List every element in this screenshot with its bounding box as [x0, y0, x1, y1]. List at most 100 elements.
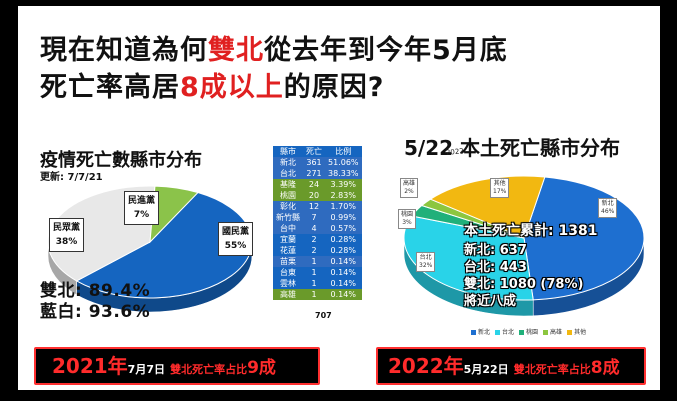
- pie1-label-tpp-value: 38%: [55, 237, 78, 247]
- annotation-total: 本土死亡累計: 1381: [464, 223, 598, 239]
- table-row: 高雄 1 0.14%: [273, 289, 362, 300]
- legend-swatch: [567, 330, 573, 335]
- stat-shuangbei: 雙北: 89.4%: [40, 281, 151, 301]
- table-cell: 台東: [273, 267, 303, 278]
- pie2-label-kaohsiung-name: 高雄: [403, 180, 416, 187]
- legend-entry: 台北: [502, 329, 515, 336]
- infographic-card: 現在知道為何雙北從去年到今年5月底 死亡率高居8成以上的原因? 疫情死亡數縣市分…: [18, 6, 660, 390]
- pie2-slice-4: [429, 175, 546, 239]
- table-cell: 1: [303, 289, 325, 300]
- pie1-label-kmt-name: 國民黨: [222, 227, 250, 237]
- table-cell: 0.14%: [325, 278, 362, 289]
- pie2-slice-1: [403, 215, 534, 301]
- table-cell: 38.33%: [325, 168, 362, 179]
- legend-entry: 新北: [478, 329, 491, 336]
- pie1-label-dpp: 民進黨 7%: [124, 191, 160, 225]
- table-cell: 苗栗: [273, 256, 303, 267]
- table-cell: 新北: [273, 157, 303, 168]
- table-total: 707: [315, 311, 332, 320]
- pie1-label-dpp-name: 民進黨: [128, 196, 156, 206]
- pie1-label-kmt: 國民黨 55%: [218, 222, 254, 256]
- table-cell: 0.28%: [325, 234, 362, 245]
- pie1-label-tpp-name: 民眾黨: [53, 223, 81, 233]
- table-cell: 1.70%: [325, 201, 362, 212]
- table-cell: 12: [303, 201, 325, 212]
- table-row: 彰化 12 1.70%: [273, 201, 362, 212]
- annotation-taipei: 台北: 443: [464, 260, 527, 275]
- legend-swatch: [471, 330, 476, 335]
- table-cell: 0.28%: [325, 245, 362, 256]
- table-cell: 0.57%: [325, 223, 362, 234]
- banner-2022-date: 5月22日: [463, 363, 509, 376]
- table-cell: 宜蘭: [273, 234, 303, 245]
- table-cell: 4: [303, 223, 325, 234]
- pie2-label-kaohsiung-value: 2%: [404, 188, 414, 195]
- headline-highlight: 雙北: [208, 35, 264, 66]
- pie2-label-kaohsiung: 高雄 2%: [400, 178, 419, 198]
- banner-2021-year: 2021年: [52, 354, 128, 378]
- pie2-label-newtaipei-name: 新北: [601, 200, 614, 207]
- left-chart-title: 疫情死亡數縣市分布: [40, 150, 202, 171]
- table-row: 雲林 1 0.14%: [273, 278, 362, 289]
- table-cell: 1: [303, 256, 325, 267]
- banner-2021-value: 9成: [247, 358, 276, 378]
- legend-swatch: [543, 330, 549, 335]
- pie2-label-taipei-value: 32%: [419, 262, 433, 269]
- pie2-label-other: 其他 17%: [490, 178, 510, 198]
- right-pie-legend: 新北 台北 桃園 高雄 其他: [466, 327, 586, 336]
- table-cell: 0.14%: [325, 267, 362, 278]
- annotation-nearly-80: 將近八成: [464, 294, 517, 309]
- pie2-label-newtaipei: 新北 46%: [598, 198, 618, 218]
- table-cell: 花蓮: [273, 245, 303, 256]
- table-cell: 基隆: [273, 179, 303, 190]
- table-row: 花蓮 2 0.28%: [273, 245, 362, 256]
- table-cell: 彰化: [273, 201, 303, 212]
- banner-2022: 2022年5月22日 雙北死亡率占比8成: [376, 347, 646, 385]
- legend-entry: 其他: [574, 329, 587, 336]
- legend-swatch: [519, 330, 525, 335]
- pie2-label-taoyuan-name: 桃園: [401, 211, 414, 218]
- headline-text: 從去年到今年5月底: [264, 35, 508, 66]
- pie2-label-other-name: 其他: [493, 180, 506, 187]
- right-chart-title: 5/22 本土死亡縣市分布: [404, 136, 621, 160]
- table-cell: 2: [303, 245, 325, 256]
- table-row: 新北 361 51.06%: [273, 157, 362, 168]
- table-cell: 高雄: [273, 289, 303, 300]
- table-cell: 1: [303, 278, 325, 289]
- banner-2021-desc: 雙北死亡率占比: [170, 363, 248, 376]
- banner-2021: 2021年7月7日 雙北死亡率占比9成: [34, 347, 320, 385]
- headline-highlight: 8成以上: [180, 72, 284, 103]
- legend-entry: 桃園: [526, 329, 539, 336]
- pie2-label-taipei: 台北 32%: [416, 252, 436, 272]
- table-row: 基隆 24 3.39%: [273, 179, 362, 190]
- annotation-newtaipei: 新北: 637: [464, 243, 527, 258]
- table-row: 苗栗 1 0.14%: [273, 256, 362, 267]
- headline-text: 的原因?: [283, 72, 385, 103]
- table-cell: 雲林: [273, 278, 303, 289]
- table-cell: 51.06%: [325, 157, 362, 168]
- table-row: 台中 4 0.57%: [273, 223, 362, 234]
- table-cell: 361: [303, 157, 325, 168]
- table-header-cell: 比例: [325, 146, 362, 157]
- table-cell: 新竹縣: [273, 212, 303, 223]
- stat-blue-white: 藍白: 93.6%: [40, 302, 151, 322]
- table-cell: 2.83%: [325, 190, 362, 201]
- pie1-label-tpp: 民眾黨 38%: [49, 218, 85, 252]
- pie1-slice-2: [149, 185, 199, 244]
- table-cell: 271: [303, 168, 325, 179]
- table-cell: 0.14%: [325, 289, 362, 300]
- left-updated-date: 更新: 7/7/21: [40, 172, 103, 183]
- banner-2022-desc: 雙北死亡率占比: [513, 363, 591, 376]
- pie1-label-dpp-value: 7%: [133, 210, 150, 220]
- table-header-row: 縣市 死亡 比例: [273, 146, 362, 157]
- banner-2022-value: 8成: [590, 358, 620, 378]
- table-cell: 桃園: [273, 190, 303, 201]
- table-cell: 20: [303, 190, 325, 201]
- table-cell: 台北: [273, 168, 303, 179]
- table-cell: 0.99%: [325, 212, 362, 223]
- table-body: 新北 361 51.06% 台北 271 38.33% 基隆 24 3.39% 桃園 20 2.83%…: [273, 157, 362, 300]
- pie2-label-taipei-name: 台北: [419, 254, 432, 261]
- table-row: 新竹縣 7 0.99%: [273, 212, 362, 223]
- table-cell: 7: [303, 212, 325, 223]
- legend-swatch: [495, 330, 501, 335]
